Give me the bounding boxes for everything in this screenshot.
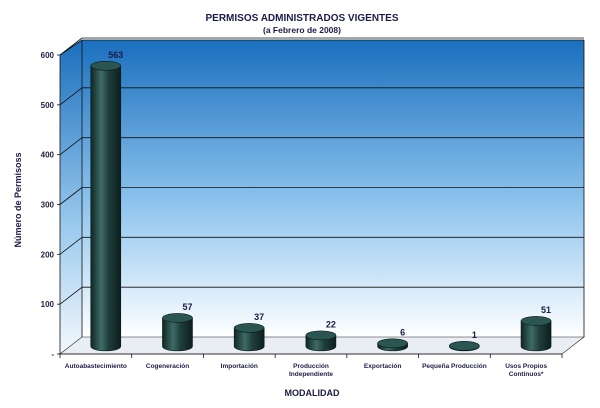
category-label-line: Autoabastecimiento bbox=[65, 363, 127, 370]
y-tick-label: - bbox=[51, 350, 54, 359]
category-label-line: Exportación bbox=[364, 363, 402, 370]
chart-subtitle: (a Febrero de 2008) bbox=[263, 25, 341, 35]
category-label: Cogeneración bbox=[146, 363, 189, 370]
category-label: Exportación bbox=[364, 363, 402, 370]
bar-top bbox=[377, 338, 408, 349]
gridline-side bbox=[59, 137, 83, 155]
category-label-line: Cogeneración bbox=[146, 363, 189, 370]
bar-body bbox=[233, 327, 265, 352]
bar bbox=[449, 341, 480, 352]
bar-top bbox=[90, 60, 122, 71]
y-tick-label: 500 bbox=[41, 101, 55, 110]
y-tick-label: 200 bbox=[41, 250, 55, 259]
bar-body bbox=[90, 65, 122, 352]
value-label: 1 bbox=[472, 330, 477, 340]
bar-body bbox=[162, 317, 193, 352]
bar-top bbox=[449, 341, 480, 351]
category-label: Producción Independiente bbox=[289, 363, 333, 378]
gridline-side bbox=[59, 237, 83, 255]
gridline-side bbox=[59, 187, 83, 205]
bar-top bbox=[520, 316, 552, 326]
gridline-side bbox=[59, 286, 83, 305]
category-labels: Autoabastecimiento Cogeneración Importació… bbox=[65, 363, 548, 378]
bar bbox=[233, 323, 265, 352]
bar-top bbox=[162, 313, 193, 323]
y-tick-label: 100 bbox=[41, 300, 55, 309]
bar-top bbox=[233, 323, 265, 333]
x-axis-label: MODALIDAD bbox=[285, 388, 340, 398]
category-label-line: Continuos* bbox=[509, 371, 544, 378]
y-axis-label: Número de Permisoss bbox=[13, 152, 23, 247]
bar-body bbox=[520, 320, 552, 352]
y-tick-label: 400 bbox=[41, 151, 55, 160]
category-label-line: Independiente bbox=[289, 371, 333, 378]
value-labels: 563 57 37 22 6 1 51 bbox=[108, 50, 551, 340]
category-label-line: Pequeña Producción bbox=[422, 363, 487, 370]
value-label: 51 bbox=[541, 305, 551, 315]
y-axis-ticks: - 100 200 300 400 500 600 bbox=[41, 51, 60, 359]
bar bbox=[377, 338, 408, 352]
y-tick-label: 300 bbox=[41, 201, 55, 210]
back-wall bbox=[82, 40, 584, 337]
bar bbox=[90, 60, 122, 352]
bar bbox=[162, 313, 193, 352]
gridlines bbox=[59, 37, 584, 305]
category-label-line: Producción bbox=[293, 363, 329, 370]
category-label-line: Importación bbox=[221, 363, 258, 370]
chart-title: PERMISOS ADMINISTRADOS VIGENTES bbox=[206, 13, 399, 24]
bar bbox=[305, 330, 337, 352]
gridline-side bbox=[59, 37, 83, 56]
category-label: Pequeña Producción bbox=[422, 363, 487, 370]
side-wall bbox=[60, 40, 82, 354]
value-label: 563 bbox=[108, 50, 123, 60]
y-tick-label: 600 bbox=[41, 51, 55, 60]
category-label: Autoabastecimiento bbox=[65, 363, 127, 370]
bars bbox=[90, 60, 552, 352]
gridline-side bbox=[59, 87, 83, 106]
value-label: 6 bbox=[400, 327, 405, 337]
bar bbox=[520, 316, 552, 352]
category-label-line: Usos Propios bbox=[505, 363, 547, 370]
category-label: Importación bbox=[221, 363, 258, 370]
value-label: 37 bbox=[254, 312, 264, 322]
bar-top bbox=[305, 330, 337, 341]
x-axis-ticks bbox=[59, 354, 563, 358]
category-label: Usos Propios Continuos* bbox=[505, 363, 547, 378]
value-label: 57 bbox=[182, 302, 192, 312]
value-label: 22 bbox=[326, 319, 336, 329]
